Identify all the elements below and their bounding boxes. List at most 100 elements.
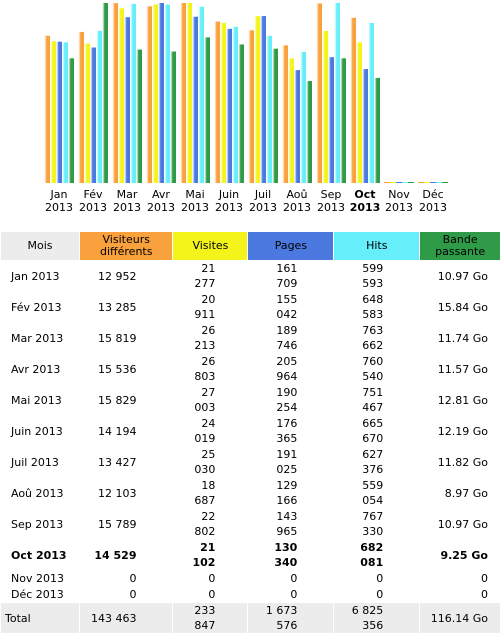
visits-bar — [152, 4, 158, 183]
chart-month-label: Déc 2013 — [413, 188, 453, 214]
pages-bar — [90, 47, 96, 183]
table-row: Nov 2013 0 0 0 0 0 — [1, 571, 500, 586]
row-visits: 0 — [208, 588, 216, 601]
bandwidth-bar — [204, 37, 210, 183]
visitors-bar — [146, 6, 152, 183]
visitors-bar — [112, 3, 118, 184]
row-month: Nov 2013 — [11, 572, 64, 585]
row-visits: 26 803 — [194, 355, 216, 383]
row-visitors: 13 285 — [97, 300, 137, 314]
pages-bar — [328, 57, 334, 184]
chart-month-year: 2013 — [283, 201, 311, 214]
visitors-bar — [78, 31, 84, 183]
row-month: Juil 2013 — [11, 455, 59, 469]
row-visits: 21 277 — [194, 262, 216, 290]
row-bandwidth: 0 — [481, 572, 488, 585]
hits-bar — [334, 3, 340, 183]
row-hits: 751 467 — [362, 386, 384, 414]
pages-bar — [430, 182, 436, 183]
row-pages: 176 365 — [276, 417, 298, 445]
row-bandwidth: 0 — [481, 588, 488, 601]
chart-month-label: Mar 2013 — [107, 188, 147, 214]
row-pages: 161 709 — [276, 262, 298, 290]
row-month: Mar 2013 — [11, 331, 64, 345]
chart-month-year: 2013 — [419, 201, 447, 214]
row-bandwidth: 10.97 Go — [437, 517, 488, 531]
chart-month-name: Avr — [152, 188, 170, 201]
row-visits: 26 213 — [194, 324, 216, 352]
row-bandwidth: 15.84 Go — [437, 300, 488, 314]
bandwidth-bar — [340, 58, 346, 183]
visits-bar — [424, 182, 430, 183]
row-pages: 0 — [290, 572, 298, 585]
chart-month-name: Aoû — [286, 188, 308, 201]
row-pages: 191 025 — [276, 448, 298, 476]
pages-bar — [124, 17, 130, 184]
hits-bar — [198, 6, 204, 184]
visits-bar — [254, 16, 260, 184]
row-visitors: 15 829 — [97, 393, 137, 407]
row-visits: 22 802 — [194, 510, 216, 538]
row-hits: 682 081 — [360, 541, 384, 569]
header-bandwidth: Bande passante — [420, 232, 500, 260]
chart-month-year: 2013 — [317, 201, 345, 214]
bandwidth-bar — [306, 81, 312, 183]
visitors-bar — [282, 45, 288, 184]
total-bandwidth: 116.14 Go — [420, 603, 500, 633]
visits-bar — [356, 42, 362, 183]
chart-month-year: 2013 — [45, 201, 73, 214]
total-visits: 233 847 — [173, 603, 248, 633]
chart-month-year: 2013 — [385, 201, 413, 214]
table-row: Fév 2013 13 285 20 911 155 042 648 583 15.84 … — [1, 292, 500, 322]
visits-bar — [186, 3, 192, 183]
chart-month-label: Juin 2013 — [209, 188, 249, 214]
row-visits: 24 019 — [194, 417, 216, 445]
row-hits: 767 330 — [362, 510, 384, 538]
pages-bar — [362, 69, 368, 183]
row-pages: 205 964 — [276, 355, 298, 383]
chart-month-year: 2013 — [349, 201, 381, 214]
row-visitors: 12 952 — [97, 269, 137, 283]
bandwidth-bar — [442, 182, 448, 183]
visits-bar — [84, 43, 90, 183]
visitors-bar — [384, 182, 390, 183]
row-pages: 189 746 — [276, 324, 298, 352]
visitors-bar — [316, 3, 322, 183]
bandwidth-bar — [68, 58, 74, 183]
chart-month-label: Avr 2013 — [141, 188, 181, 214]
header-visits: Visites — [173, 232, 248, 260]
hits-bar — [300, 51, 306, 183]
pages-bar — [192, 16, 198, 183]
row-bandwidth: 11.82 Go — [437, 455, 488, 469]
row-hits: 0 — [376, 588, 384, 601]
pages-bar — [158, 3, 164, 183]
row-pages: 190 254 — [276, 386, 298, 414]
row-visits: 25 030 — [194, 448, 216, 476]
table-row: Jan 2013 12 952 21 277 161 709 599 593 10.97 … — [1, 261, 500, 291]
row-bandwidth: 12.19 Go — [437, 424, 488, 438]
header-unique-visitors: Visiteurs différents — [80, 232, 173, 260]
row-bandwidth: 11.74 Go — [437, 331, 488, 345]
chart-month-name: Mar — [116, 188, 138, 201]
chart-month-year: 2013 — [249, 201, 277, 214]
table-row: Aoû 2013 12 103 18 687 129 166 559 054 8.97 G… — [1, 478, 500, 508]
row-visitors: 12 103 — [97, 486, 137, 500]
chart-month-name: Sep — [320, 188, 342, 201]
header-month: Mois — [1, 232, 79, 260]
row-pages: 0 — [290, 588, 298, 601]
table-row: Juin 2013 14 194 24 019 176 365 665 670 12.19… — [1, 416, 500, 446]
row-visitors: 15 536 — [97, 362, 137, 376]
row-hits: 627 376 — [362, 448, 384, 476]
chart-month-name: Juil — [254, 188, 272, 201]
pages-bar — [260, 16, 266, 184]
visitors-bar — [350, 17, 356, 184]
row-month: Avr 2013 — [11, 362, 61, 376]
header-hits: Hits — [334, 232, 420, 260]
visits-bar — [390, 182, 396, 183]
chart-month-year: 2013 — [79, 201, 107, 214]
row-month: Sep 2013 — [11, 517, 64, 531]
table-row: Mar 2013 15 819 26 213 189 746 763 662 11.74 … — [1, 323, 500, 353]
chart-month-name: Nov — [388, 188, 410, 201]
table-header-row: Mois Visiteurs différents Visites Pages … — [1, 232, 500, 260]
hits-bar — [232, 26, 238, 183]
